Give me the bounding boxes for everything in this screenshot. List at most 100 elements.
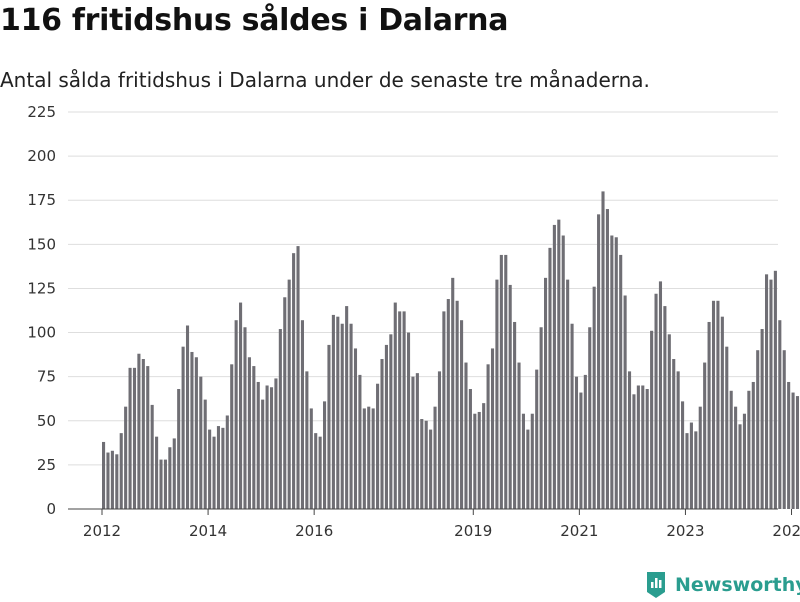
bar (442, 311, 446, 509)
bar (539, 327, 543, 509)
y-tick-label: 200 (27, 147, 56, 165)
bar (292, 253, 296, 509)
bar (296, 246, 300, 509)
bar (490, 348, 495, 509)
x-tick-label: 2025 (772, 522, 800, 540)
bar (110, 450, 114, 509)
y-tick-label: 175 (27, 191, 56, 209)
bar (508, 284, 512, 509)
bar (353, 348, 358, 509)
x-axis-ticks: 2012 2014 2016 2019 2021 2023 2025 (83, 509, 800, 540)
brand-name: Newsworthy (675, 574, 800, 596)
bar (756, 350, 760, 509)
bar (115, 454, 119, 509)
bar (411, 376, 415, 509)
x-tick-label: 2023 (666, 522, 704, 540)
bar (787, 381, 791, 509)
bar (146, 366, 150, 509)
bar (663, 306, 667, 509)
bar (393, 302, 397, 509)
bar (398, 311, 402, 509)
bar (592, 286, 596, 509)
bar (345, 306, 349, 509)
bar (128, 367, 132, 509)
bar (314, 433, 318, 509)
bar (588, 327, 592, 509)
bar (234, 320, 238, 509)
bar (557, 219, 561, 509)
bar (742, 413, 746, 509)
bar (318, 436, 322, 509)
bar (681, 401, 685, 509)
chart-title: 116 fritidshus såldes i Dalarna (0, 3, 509, 38)
bar (720, 316, 724, 509)
bar (535, 369, 539, 509)
bar (566, 279, 570, 509)
bar (521, 413, 525, 509)
bar (773, 270, 777, 509)
bar (163, 459, 167, 509)
bar (331, 314, 335, 509)
bar (137, 353, 141, 509)
bar (477, 411, 481, 509)
y-tick-label: 150 (27, 235, 56, 253)
bar (269, 387, 274, 509)
bar (340, 323, 344, 509)
x-tick-label: 2019 (454, 522, 492, 540)
brand[interactable]: Newsworthy (645, 568, 800, 602)
bar (327, 344, 331, 509)
bar (623, 295, 627, 509)
bar (181, 346, 185, 509)
bar (526, 429, 530, 509)
bar (619, 254, 623, 509)
bar (574, 376, 579, 509)
bar (561, 235, 565, 509)
bar (658, 281, 663, 509)
bar (309, 408, 313, 509)
bar (159, 459, 163, 509)
bar (513, 321, 517, 509)
bar (371, 408, 375, 509)
bar (778, 320, 782, 509)
bar (150, 404, 154, 509)
y-axis-ticks: 0 25 50 75 100 125 150 175 200 225 (27, 103, 56, 518)
bar (645, 389, 649, 509)
newsworthy-logo-icon (647, 572, 665, 598)
x-tick-label: 2016 (295, 522, 333, 540)
bar (141, 359, 145, 509)
bar (429, 429, 433, 509)
bar (239, 302, 243, 509)
bar (570, 323, 574, 509)
y-tick-label: 75 (37, 368, 56, 386)
bar (627, 371, 632, 509)
bar (495, 279, 499, 509)
bar (323, 401, 327, 509)
bar (530, 413, 534, 509)
bar (402, 311, 406, 509)
bar (751, 381, 755, 509)
bar (552, 224, 556, 509)
bar (654, 293, 658, 509)
bar (433, 406, 437, 509)
bar (274, 378, 278, 509)
bar (203, 399, 207, 509)
bar (517, 362, 521, 509)
bar (698, 406, 702, 509)
bar (243, 327, 247, 509)
bar (336, 316, 340, 509)
bar (247, 357, 251, 509)
bar (406, 332, 411, 509)
bar (747, 390, 751, 509)
bar (685, 433, 689, 509)
bar (252, 366, 256, 509)
bar (504, 254, 508, 509)
x-tick-label: 2014 (189, 522, 227, 540)
bar (349, 323, 353, 509)
bar (265, 385, 269, 509)
bar (216, 426, 221, 509)
bar (734, 406, 738, 509)
bar (716, 300, 720, 509)
bar (221, 427, 225, 509)
bar (261, 399, 265, 509)
bar (795, 396, 800, 509)
